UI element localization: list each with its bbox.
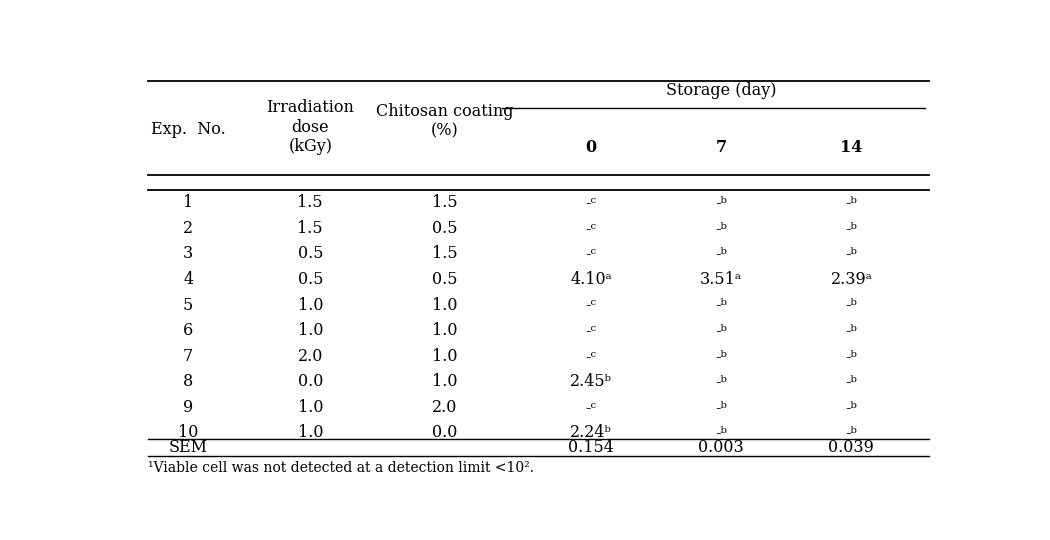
Text: -ᵇ: -ᵇ [845, 348, 858, 364]
Text: 1.0: 1.0 [432, 296, 458, 314]
Text: 5: 5 [183, 296, 193, 314]
Text: -ᶜ: -ᶜ [586, 220, 596, 237]
Text: -ᶜ: -ᶜ [586, 348, 596, 364]
Text: 0.0: 0.0 [297, 373, 323, 390]
Text: 0.5: 0.5 [432, 220, 458, 237]
Text: 0.5: 0.5 [297, 271, 323, 288]
Text: -ᵇ: -ᵇ [715, 322, 728, 339]
Text: 2.0: 2.0 [297, 348, 323, 364]
Text: -ᵇ: -ᵇ [715, 424, 728, 441]
Text: 7: 7 [183, 348, 193, 364]
Text: 1: 1 [183, 194, 193, 211]
Text: -ᵇ: -ᵇ [715, 194, 728, 211]
Text: -ᵇ: -ᵇ [715, 220, 728, 237]
Text: 2.45ᵇ: 2.45ᵇ [570, 373, 612, 390]
Text: 14: 14 [840, 139, 863, 157]
Text: 2.24ᵇ: 2.24ᵇ [570, 424, 612, 441]
Text: 1.0: 1.0 [432, 373, 458, 390]
Text: 9: 9 [183, 399, 193, 416]
Text: 1.0: 1.0 [297, 424, 323, 441]
Text: 2.0: 2.0 [432, 399, 457, 416]
Text: -ᵇ: -ᵇ [715, 296, 728, 314]
Text: 0.5: 0.5 [432, 271, 458, 288]
Text: -ᵇ: -ᵇ [845, 194, 858, 211]
Text: -ᵇ: -ᵇ [715, 399, 728, 416]
Text: 0.154: 0.154 [568, 439, 614, 456]
Text: -ᵇ: -ᵇ [845, 373, 858, 390]
Text: -ᵇ: -ᵇ [845, 322, 858, 339]
Text: 0.5: 0.5 [297, 246, 323, 262]
Text: 1.0: 1.0 [432, 348, 458, 364]
Text: 2.39ᵃ: 2.39ᵃ [831, 271, 873, 288]
Text: 7: 7 [716, 139, 727, 157]
Text: 6: 6 [183, 322, 193, 339]
Text: 4.10ᵃ: 4.10ᵃ [570, 271, 612, 288]
Text: -ᵇ: -ᵇ [845, 220, 858, 237]
Text: 0.0: 0.0 [432, 424, 457, 441]
Text: -ᶜ: -ᶜ [586, 322, 596, 339]
Text: -ᵇ: -ᵇ [845, 399, 858, 416]
Text: 4: 4 [183, 271, 193, 288]
Text: ¹Viable cell was not detected at a detection limit <10².: ¹Viable cell was not detected at a detec… [147, 461, 533, 475]
Text: 1.5: 1.5 [432, 194, 458, 211]
Text: 1.0: 1.0 [297, 296, 323, 314]
Text: -ᵇ: -ᵇ [845, 424, 858, 441]
Text: Chitosan coating
(%): Chitosan coating (%) [376, 103, 513, 139]
Text: 10: 10 [178, 424, 198, 441]
Text: -ᵇ: -ᵇ [845, 296, 858, 314]
Text: -ᵇ: -ᵇ [845, 246, 858, 262]
Text: Exp.  No.: Exp. No. [151, 121, 226, 138]
Text: SEM: SEM [169, 439, 208, 456]
Text: 0.039: 0.039 [828, 439, 875, 456]
Text: -ᵇ: -ᵇ [715, 373, 728, 390]
Text: -ᵇ: -ᵇ [715, 348, 728, 364]
Text: 3: 3 [183, 246, 193, 262]
Text: -ᶜ: -ᶜ [586, 296, 596, 314]
Text: -ᶜ: -ᶜ [586, 194, 596, 211]
Text: 3.51ᵃ: 3.51ᵃ [700, 271, 742, 288]
Text: 1.0: 1.0 [297, 399, 323, 416]
Text: 1.0: 1.0 [432, 322, 458, 339]
Text: 8: 8 [183, 373, 193, 390]
Text: 1.5: 1.5 [297, 220, 323, 237]
Text: -ᵇ: -ᵇ [715, 246, 728, 262]
Text: 2: 2 [183, 220, 193, 237]
Text: Irradiation
dose
(kGy): Irradiation dose (kGy) [267, 99, 354, 156]
Text: 1.5: 1.5 [432, 246, 458, 262]
Text: -ᶜ: -ᶜ [586, 399, 596, 416]
Text: Storage (day): Storage (day) [666, 82, 776, 99]
Text: 1.0: 1.0 [297, 322, 323, 339]
Text: 0: 0 [586, 139, 596, 157]
Text: 0.003: 0.003 [698, 439, 744, 456]
Text: 1.5: 1.5 [297, 194, 323, 211]
Text: -ᶜ: -ᶜ [586, 246, 596, 262]
